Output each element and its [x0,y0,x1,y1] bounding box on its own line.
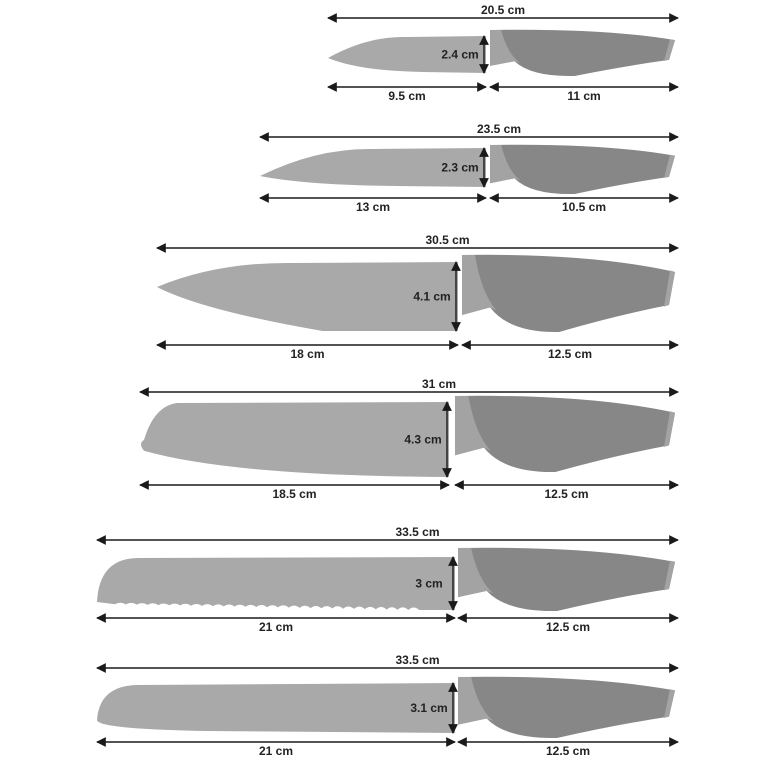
handle-end-cap [664,270,675,307]
blade-height-label: 2.3 cm [441,161,478,175]
blade [97,683,455,733]
blade-height-label: 3.1 cm [410,701,447,715]
bolster [490,30,521,66]
blade [260,148,486,187]
handle-end-cap [664,689,675,718]
blade-height-label: 3 cm [415,577,442,591]
handle-end-cap [664,411,675,447]
knife-paring: 20.5 cm 2.4 cm 9.5 cm 11 cm [327,3,679,103]
blade-length-label: 13 cm [356,200,390,214]
blade-length-label: 18 cm [290,347,324,361]
knife-bread: 33.5 cm 3 cm 21 cm 12.5 cm [96,525,679,634]
blade-length-label: 21 cm [259,620,293,634]
bolster [455,396,491,456]
blade-length-label: 18.5 cm [272,487,316,501]
handle-length-label: 10.5 cm [562,200,606,214]
blade [157,262,458,331]
blade [328,36,486,73]
bolster [458,548,494,598]
total-length-label: 30.5 cm [425,233,469,247]
knife-santoku: 31 cm 4.3 cm 18.5 cm 12.5 cm [139,377,679,501]
blade-height-label: 2.4 cm [441,48,478,62]
handle [455,395,675,473]
handle [490,29,675,77]
knife-utility: 23.5 cm 2.3 cm 13 cm 10.5 cm [259,122,679,214]
blade-height-label: 4.3 cm [404,433,441,447]
blade [97,557,455,610]
handle [462,254,675,333]
bolster [462,255,497,316]
knife-slicer: 33.5 cm 3.1 cm 21 cm 12.5 cm [96,653,679,758]
blade-length-label: 21 cm [259,744,293,758]
handle-end-cap [664,154,675,178]
handle-length-label: 12.5 cm [544,487,588,501]
handle-length-label: 12.5 cm [548,347,592,361]
total-length-label: 23.5 cm [477,122,521,136]
bolster [490,145,521,184]
handle-length-label: 12.5 cm [546,744,590,758]
bolster [458,677,494,725]
total-length-label: 31 cm [422,377,456,391]
handle [458,676,675,739]
blade-height-label: 4.1 cm [413,290,450,304]
handle [458,547,675,612]
total-length-label: 33.5 cm [395,653,439,667]
handle [490,144,675,195]
handle-length-label: 12.5 cm [546,620,590,634]
knife-chef: 30.5 cm 4.1 cm 18 cm 12.5 cm [156,233,679,361]
total-length-label: 20.5 cm [481,3,525,17]
blade [141,402,449,477]
handle-end-cap [664,39,675,61]
handle-length-label: 11 cm [567,89,600,103]
blade-length-label: 9.5 cm [388,89,425,103]
total-length-label: 33.5 cm [395,525,439,539]
handle-end-cap [664,560,675,591]
